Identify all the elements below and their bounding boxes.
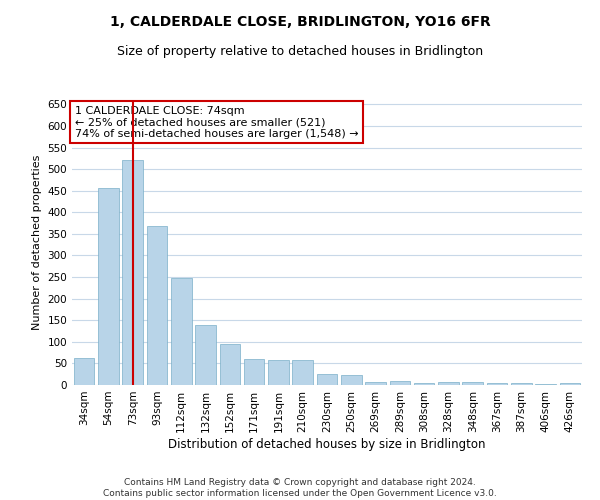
Bar [74, 358, 94, 385]
Bar [292, 360, 313, 385]
Bar [122, 160, 143, 385]
Bar [535, 384, 556, 385]
Text: 1, CALDERDALE CLOSE, BRIDLINGTON, YO16 6FR: 1, CALDERDALE CLOSE, BRIDLINGTON, YO16 6… [110, 15, 490, 29]
Bar [511, 383, 532, 385]
Bar [146, 226, 167, 385]
Bar [463, 382, 483, 385]
Bar [317, 374, 337, 385]
Text: 1 CALDERDALE CLOSE: 74sqm
← 25% of detached houses are smaller (521)
74% of semi: 1 CALDERDALE CLOSE: 74sqm ← 25% of detac… [74, 106, 358, 139]
Y-axis label: Number of detached properties: Number of detached properties [32, 155, 42, 330]
Text: Size of property relative to detached houses in Bridlington: Size of property relative to detached ho… [117, 45, 483, 58]
Bar [414, 383, 434, 385]
Bar [365, 382, 386, 385]
Bar [195, 324, 216, 385]
Text: Contains HM Land Registry data © Crown copyright and database right 2024.
Contai: Contains HM Land Registry data © Crown c… [103, 478, 497, 498]
Bar [244, 358, 265, 385]
Bar [268, 360, 289, 385]
Bar [560, 384, 580, 385]
Bar [98, 188, 119, 385]
X-axis label: Distribution of detached houses by size in Bridlington: Distribution of detached houses by size … [168, 438, 486, 450]
Bar [220, 344, 240, 385]
Bar [341, 374, 362, 385]
Bar [389, 380, 410, 385]
Bar [438, 382, 459, 385]
Bar [487, 384, 508, 385]
Bar [171, 278, 191, 385]
